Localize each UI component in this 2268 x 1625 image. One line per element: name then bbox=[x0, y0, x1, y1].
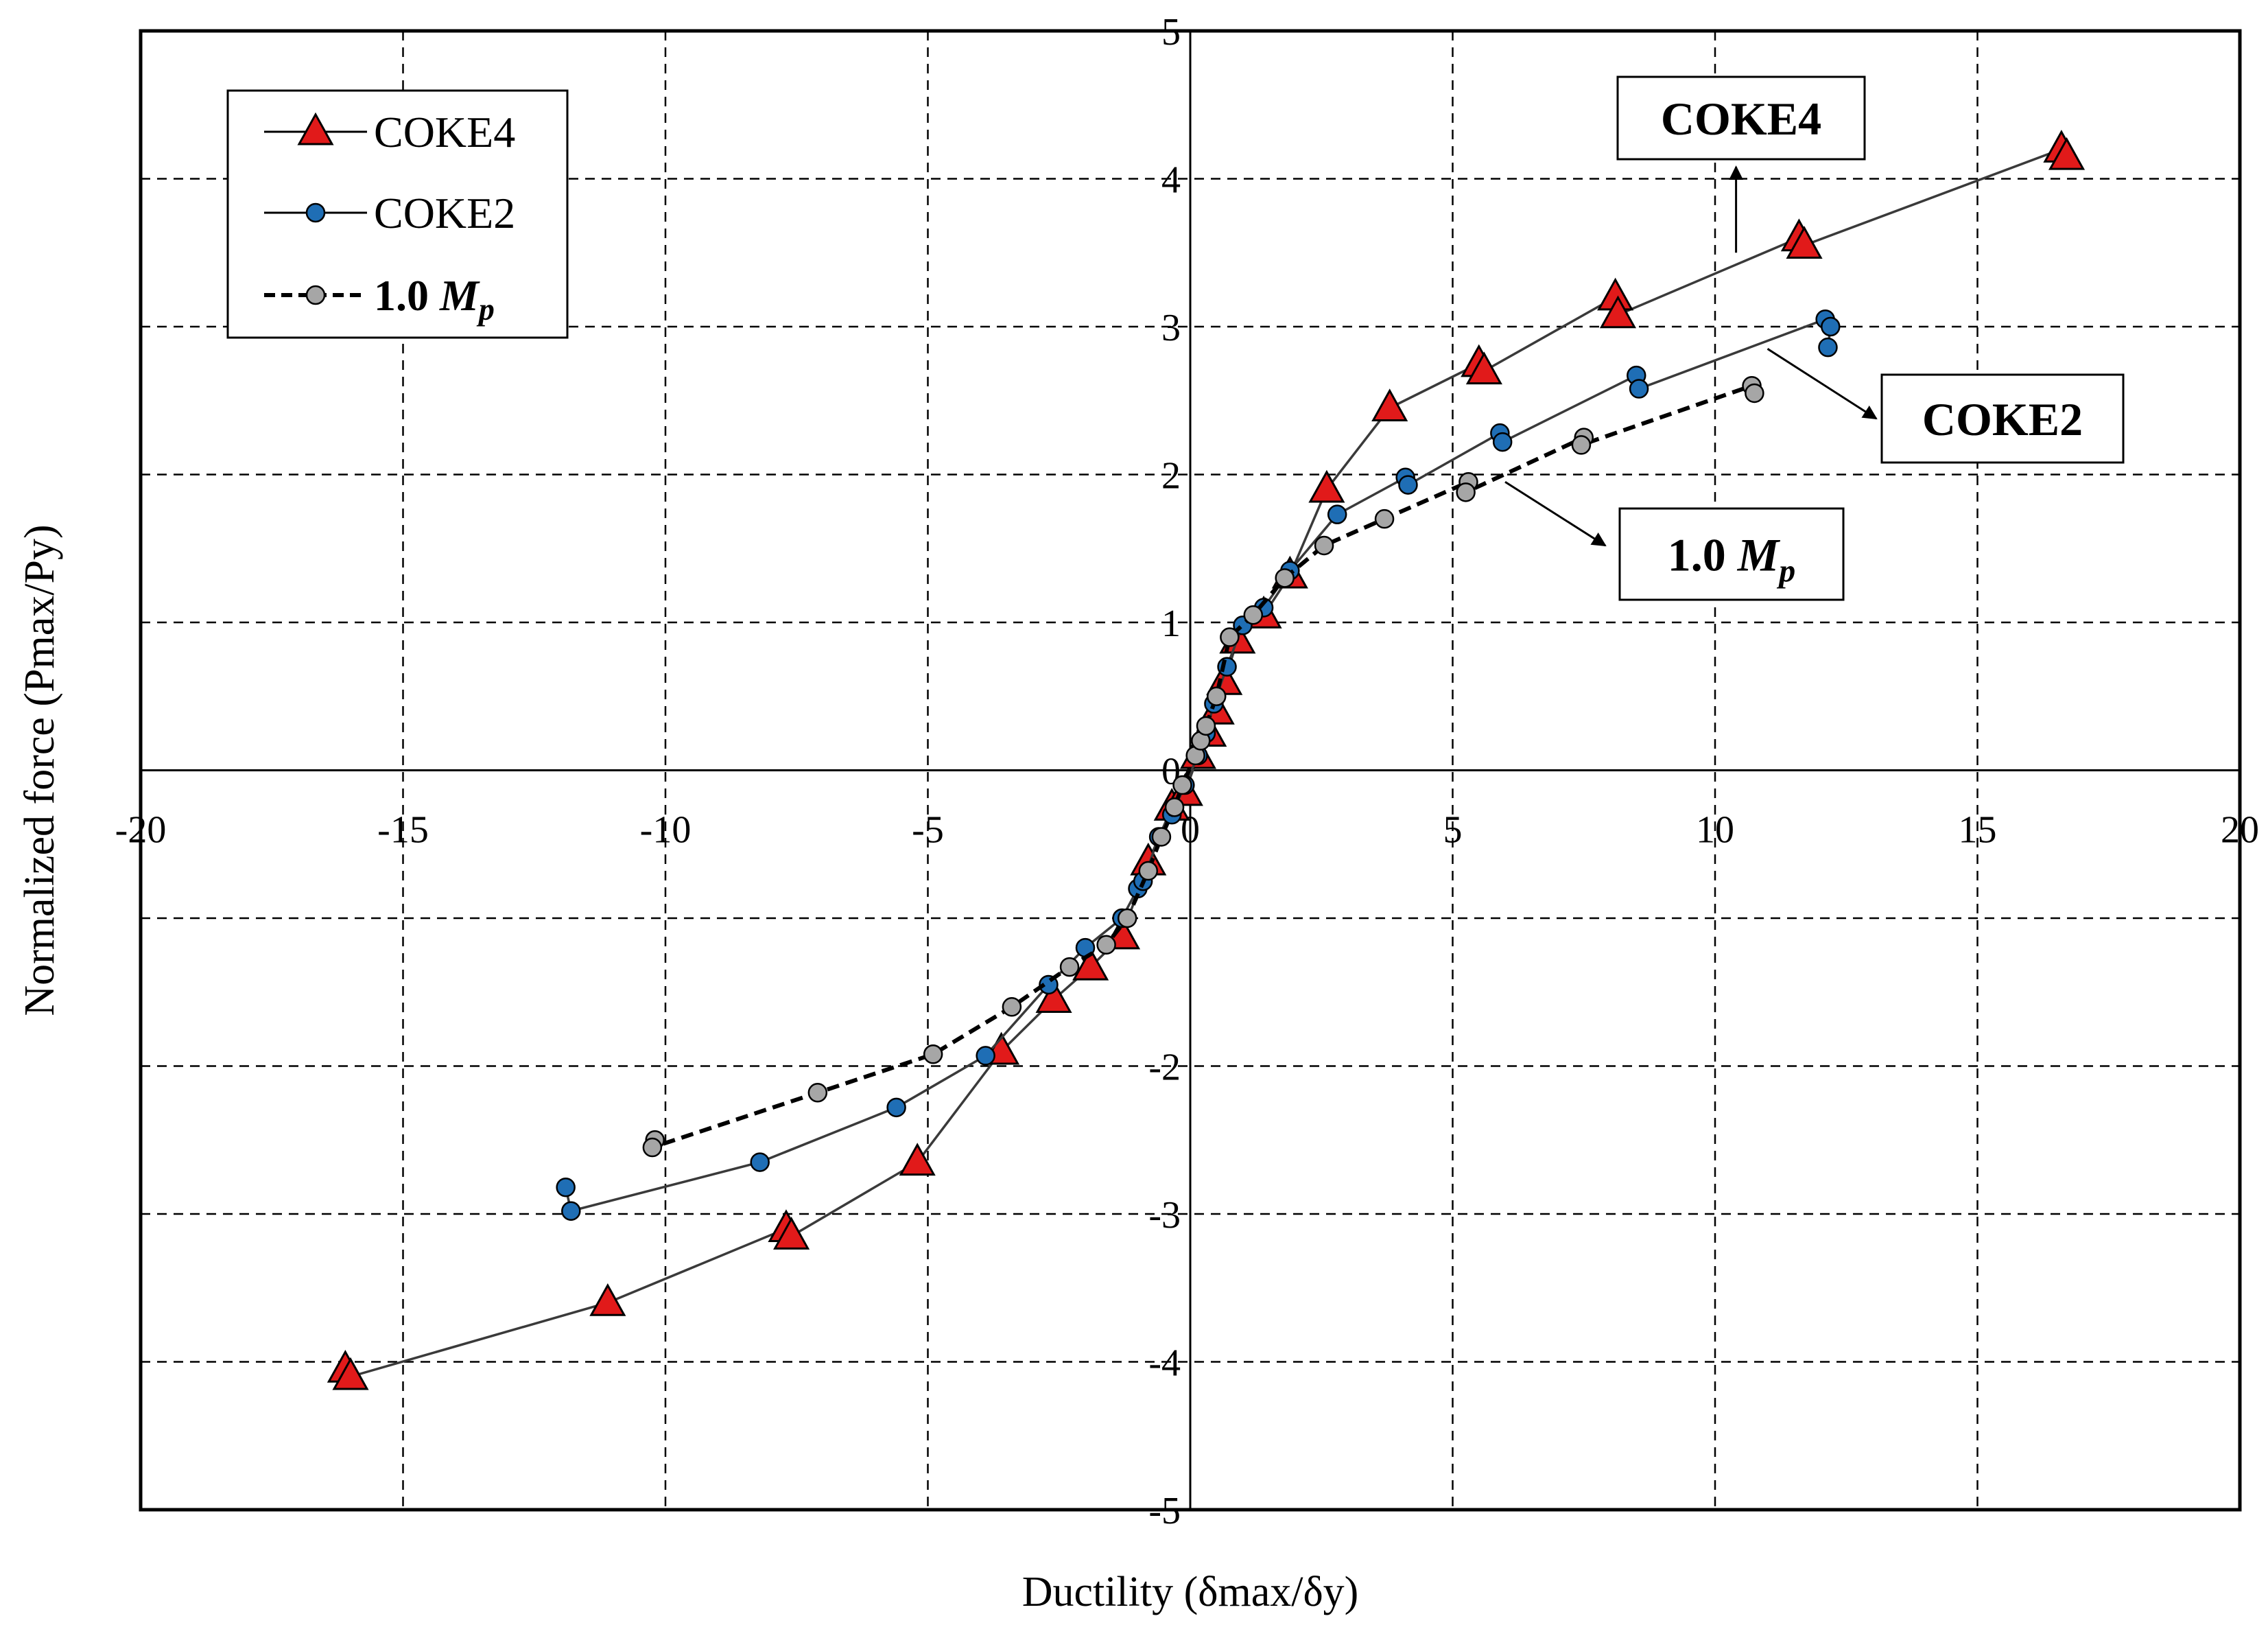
legend-marker bbox=[305, 285, 326, 305]
data-point bbox=[1117, 908, 1137, 928]
series-1-0-mp bbox=[642, 375, 1764, 1158]
legend-label-text: 1.0 bbox=[374, 271, 440, 320]
x-tick-label: 15 bbox=[1959, 809, 1997, 852]
axis-titles: Ductility (δmax/δy) Normalized force (Pma… bbox=[16, 524, 1358, 1615]
y-tick-label: 3 bbox=[1161, 307, 1181, 349]
y-tick-label: -4 bbox=[1148, 1342, 1181, 1385]
data-point bbox=[1374, 508, 1395, 529]
legend-marker bbox=[297, 112, 334, 145]
data-point bbox=[2048, 137, 2086, 170]
data-point bbox=[976, 1046, 995, 1066]
data-point bbox=[1275, 568, 1295, 588]
x-axis-title: Ductility (δmax/δy) bbox=[1022, 1569, 1359, 1615]
callout-label-text: COKE2 bbox=[1922, 393, 2083, 445]
data-point bbox=[1821, 316, 1841, 337]
y-tick-label: -2 bbox=[1148, 1047, 1181, 1089]
callout-label-sub: p bbox=[1776, 553, 1795, 589]
legend-label-text: COKE4 bbox=[374, 108, 515, 156]
data-point bbox=[1818, 337, 1838, 358]
callout-label-text: 1.0 bbox=[1668, 529, 1738, 581]
y-tick-label: -5 bbox=[1148, 1490, 1181, 1532]
data-point bbox=[1151, 827, 1172, 847]
callout-box bbox=[1616, 75, 1866, 161]
data-point bbox=[556, 1177, 576, 1197]
data-point bbox=[1207, 686, 1227, 706]
y-tick-label: 2 bbox=[1161, 455, 1181, 498]
y-axis-title: Normalized force (Pmax/Py) bbox=[16, 524, 63, 1016]
data-point bbox=[1196, 716, 1216, 736]
data-point bbox=[642, 1137, 663, 1158]
x-tick-label: 5 bbox=[1443, 809, 1463, 852]
callout-label: COKE4 bbox=[1661, 93, 1821, 145]
callout-box bbox=[1618, 507, 1845, 601]
data-point bbox=[1172, 775, 1192, 795]
data-point bbox=[1314, 535, 1334, 556]
legend-label: COKE4 bbox=[374, 108, 515, 156]
x-tick-label: -5 bbox=[912, 809, 944, 852]
data-point bbox=[332, 1357, 369, 1390]
legend-label: COKE2 bbox=[374, 189, 515, 237]
data-point bbox=[1629, 379, 1649, 399]
data-point bbox=[1220, 627, 1240, 647]
data-point bbox=[773, 1217, 810, 1250]
legend-marker bbox=[305, 202, 326, 223]
data-point bbox=[1465, 351, 1502, 385]
gridlines bbox=[141, 31, 2240, 1510]
data-point bbox=[1571, 435, 1592, 455]
data-series bbox=[327, 130, 2086, 1390]
data-point bbox=[1164, 797, 1185, 817]
x-tick-label: 10 bbox=[1696, 809, 1734, 852]
callout-arrow bbox=[1504, 481, 1607, 547]
x-tick-label: 20 bbox=[2221, 809, 2259, 852]
data-point bbox=[750, 1152, 770, 1172]
y-tick-label: 1 bbox=[1161, 603, 1181, 645]
data-point bbox=[1456, 482, 1476, 502]
legend-label-text: COKE2 bbox=[374, 189, 515, 237]
y-tick-label: -3 bbox=[1148, 1194, 1181, 1237]
legend: COKE4 COKE2 1.0 Mp bbox=[226, 89, 569, 339]
data-point bbox=[1371, 388, 1408, 422]
data-point bbox=[1327, 504, 1347, 524]
callout-label-text: COKE4 bbox=[1661, 93, 1821, 145]
data-point bbox=[1217, 657, 1237, 677]
callout-label-italic: M bbox=[1737, 529, 1781, 581]
x-tick-label: -15 bbox=[377, 809, 429, 852]
data-point bbox=[807, 1083, 828, 1103]
data-point bbox=[923, 1044, 943, 1064]
data-point bbox=[899, 1143, 936, 1176]
data-point bbox=[1096, 935, 1116, 955]
x-tick-label: -20 bbox=[115, 809, 167, 852]
data-point bbox=[1138, 861, 1159, 881]
callout-box bbox=[1880, 373, 2125, 464]
data-point bbox=[1492, 432, 1513, 452]
legend-label-italic: M bbox=[439, 271, 480, 320]
x-tick-label: -10 bbox=[640, 809, 692, 852]
callout-arrow bbox=[1767, 348, 1878, 420]
data-point bbox=[589, 1283, 626, 1316]
data-point bbox=[1072, 947, 1109, 981]
data-point bbox=[1308, 469, 1345, 503]
data-point bbox=[1745, 383, 1764, 404]
callouts: COKE4 COKE2 1.0 Mp bbox=[1504, 75, 2125, 601]
data-point bbox=[1786, 226, 1823, 259]
callout-label: COKE2 bbox=[1922, 393, 2083, 445]
data-point bbox=[1035, 980, 1072, 1014]
data-point bbox=[1002, 997, 1022, 1017]
data-point bbox=[886, 1097, 906, 1118]
data-point bbox=[1599, 295, 1637, 329]
y-tick-label: 5 bbox=[1161, 11, 1181, 54]
legend-label-sub: p bbox=[476, 292, 495, 327]
legend-label: 1.0 Mp bbox=[374, 271, 495, 327]
data-point bbox=[561, 1201, 581, 1221]
data-point bbox=[1243, 605, 1264, 625]
data-point bbox=[1398, 475, 1418, 495]
plot-frame bbox=[139, 29, 2242, 1512]
y-tick-label: 4 bbox=[1161, 159, 1181, 202]
data-point bbox=[1059, 957, 1080, 977]
callout-label: 1.0 Mp bbox=[1668, 529, 1795, 589]
